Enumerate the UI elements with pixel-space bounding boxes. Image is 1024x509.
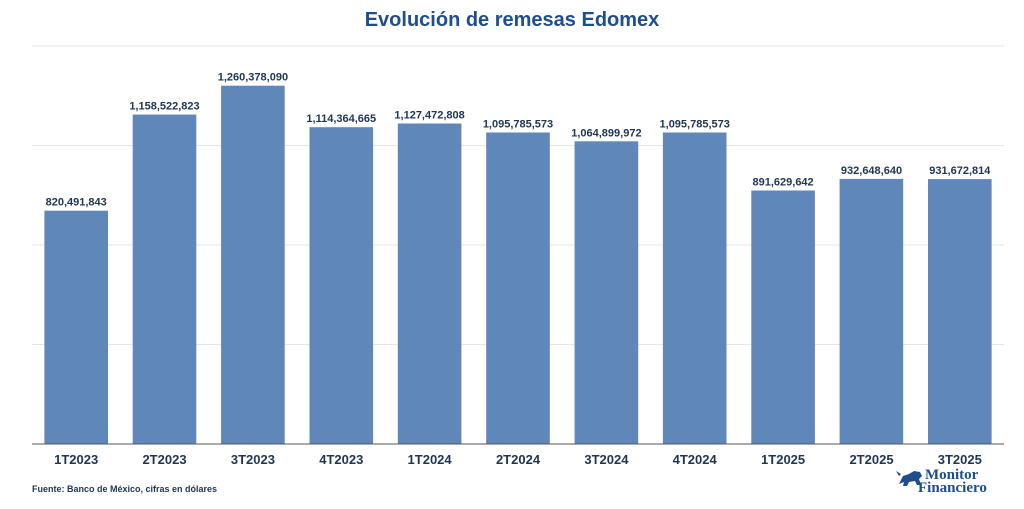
bar-3T2024: [574, 141, 639, 445]
value-labels: 820,491,843 1,158,522,823 1,260,378,090 1,1…: [46, 72, 992, 209]
value-label-3T2023: 1,260,378,090: [218, 72, 288, 84]
category-label-1T2024: 1T2024: [408, 452, 453, 467]
category-label-2T2024: 2T2024: [496, 452, 541, 467]
bull-icon: [896, 471, 922, 486]
category-label-3T2023: 3T2023: [231, 452, 275, 467]
bar-3T2023: [221, 85, 285, 444]
bar-2T2024: [486, 132, 550, 444]
bar-3T2025: [928, 179, 992, 444]
category-label-1T2025: 1T2025: [761, 452, 805, 467]
value-label-1T2025: 891,629,642: [753, 177, 814, 189]
category-label-4T2023: 4T2023: [319, 452, 363, 467]
value-label-2T2025: 932,648,640: [841, 165, 902, 177]
category-label-1T2023: 1T2023: [54, 452, 98, 467]
value-label-1T2023: 820,491,843: [46, 197, 107, 209]
category-label-4T2024: 4T2024: [673, 452, 718, 467]
monitor-financiero-logo: Monitor Financiero: [896, 467, 987, 496]
value-label-1T2024: 1,127,472,808: [394, 110, 464, 122]
category-label-2T2025: 2T2025: [849, 452, 893, 467]
logo-line-2: Financiero: [918, 480, 987, 496]
bars: [44, 85, 992, 445]
bar-2T2025: [839, 178, 904, 444]
category-label-3T2024: 3T2024: [584, 452, 629, 467]
value-label-4T2023: 1,114,364,665: [306, 113, 376, 125]
value-label-3T2025: 931,672,814: [929, 165, 991, 177]
value-label-2T2023: 1,158,522,823: [129, 101, 199, 113]
bar-2T2023: [132, 114, 197, 444]
source-note: Fuente: Banco de México, cifras en dólar…: [32, 484, 217, 494]
bar-1T2025: [751, 190, 815, 444]
bar-4T2024: [662, 132, 727, 444]
value-label-3T2024: 1,064,899,972: [571, 127, 641, 139]
bar-4T2023: [309, 127, 374, 444]
category-label-2T2023: 2T2023: [142, 452, 186, 467]
value-label-4T2024: 1,095,785,573: [660, 119, 730, 131]
category-label-3T2025: 3T2025: [938, 452, 982, 467]
bar-1T2023: [44, 210, 108, 444]
chart-title: Evolución de remesas Edomex: [365, 9, 660, 31]
logo-line-1: Monitor: [925, 467, 979, 483]
value-label-2T2024: 1,095,785,573: [483, 119, 553, 131]
bar-1T2024: [397, 123, 462, 444]
category-labels: 1T2023 2T2023 3T2023 4T2023 1T2024 2T2024 3T20…: [54, 452, 982, 467]
